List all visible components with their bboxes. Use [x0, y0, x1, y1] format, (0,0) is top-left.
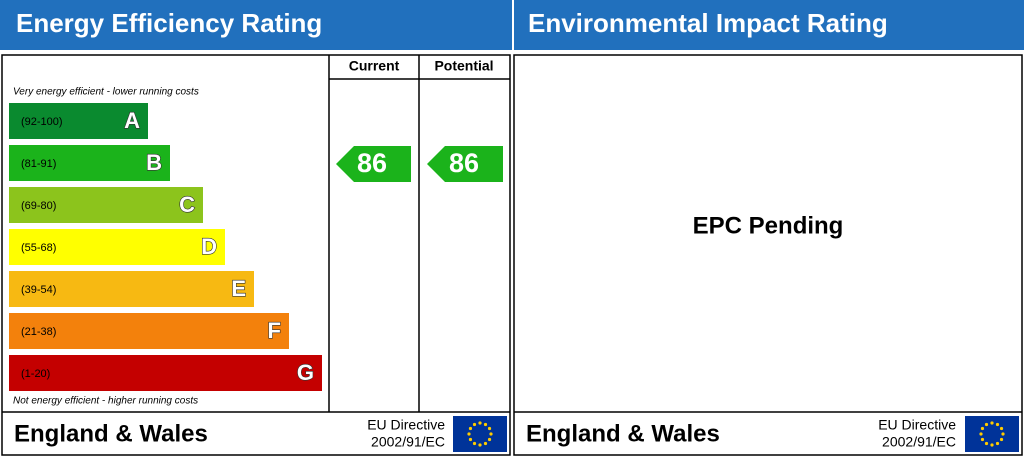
directive: EU Directive: [367, 417, 445, 433]
current-arrow: [336, 146, 411, 182]
flag-star: [995, 441, 1000, 446]
band-bar: [9, 313, 289, 349]
flag-star: [489, 432, 493, 436]
band-range: (55-68): [21, 242, 56, 254]
flag-star: [990, 443, 994, 447]
header-bar: [514, 0, 1024, 50]
flag-star: [995, 422, 1000, 427]
potential-score: 86: [449, 148, 479, 178]
region: England & Wales: [526, 420, 720, 447]
top-note: Very energy efficient - lower running co…: [13, 87, 199, 98]
flag-star: [467, 432, 471, 436]
flag-star: [483, 441, 488, 446]
header-bar: [0, 0, 512, 50]
flag-star: [468, 426, 473, 431]
flag-star: [980, 437, 985, 442]
flag-star: [999, 426, 1004, 431]
flag-star: [984, 441, 989, 446]
flag-star: [984, 422, 989, 427]
flag-star: [472, 422, 477, 427]
band-range: (21-38): [21, 326, 56, 338]
flag-star: [487, 437, 492, 442]
rating-bands: (92-100) A (81-91) B (69-80) C (55-68) D (39-54)…: [9, 103, 322, 391]
directive: EU Directive: [878, 417, 956, 433]
flag-star: [478, 421, 482, 425]
flag-star: [979, 432, 983, 436]
band-range: (81-91): [21, 158, 56, 170]
flag-star: [487, 426, 492, 431]
band-letter: D: [201, 234, 217, 259]
column-header: Current: [349, 58, 400, 74]
band-bar: [9, 355, 322, 391]
band-range: (39-54): [21, 284, 56, 296]
band-bar: [9, 145, 170, 181]
band-letter: A: [124, 108, 140, 133]
bottom-note: Not energy efficient - higher running co…: [13, 396, 198, 407]
column-header: Potential: [434, 58, 493, 74]
band-range: (92-100): [21, 116, 63, 128]
directive: 2002/91/EC: [882, 434, 956, 450]
flag-field: [965, 416, 1019, 452]
eu-flag: [965, 416, 1019, 452]
status: EPC Pending: [693, 212, 844, 239]
band-letter: B: [146, 150, 162, 175]
band-letter: G: [297, 360, 314, 385]
current-score: 86: [357, 148, 387, 178]
eu-flag: [453, 416, 507, 452]
band-bar: [9, 187, 203, 223]
flag-field: [453, 416, 507, 452]
band-bar: [9, 271, 254, 307]
potential-arrow: [427, 146, 503, 182]
band-letter: E: [231, 276, 246, 301]
band-letter: F: [268, 318, 281, 343]
flag-star: [1001, 432, 1005, 436]
flag-star: [980, 426, 985, 431]
region: England & Wales: [14, 420, 208, 447]
band-letter: C: [179, 192, 195, 217]
band-range: (1-20): [21, 368, 50, 380]
panel-frame: [513, 54, 1023, 456]
flag-star: [478, 443, 482, 447]
flag-star: [483, 422, 488, 427]
flag-star: [472, 441, 477, 446]
flag-star: [990, 421, 994, 425]
band-range: (69-80): [21, 200, 56, 212]
flag-star: [468, 437, 473, 442]
band-bar: [9, 103, 148, 139]
directive: 2002/91/EC: [371, 434, 445, 450]
panel-frame: [1, 54, 511, 456]
band-bar: [9, 229, 225, 265]
flag-star: [999, 437, 1004, 442]
panel-title: Environmental Impact Rating: [528, 8, 888, 38]
panel-title: Energy Efficiency Rating: [16, 8, 322, 38]
